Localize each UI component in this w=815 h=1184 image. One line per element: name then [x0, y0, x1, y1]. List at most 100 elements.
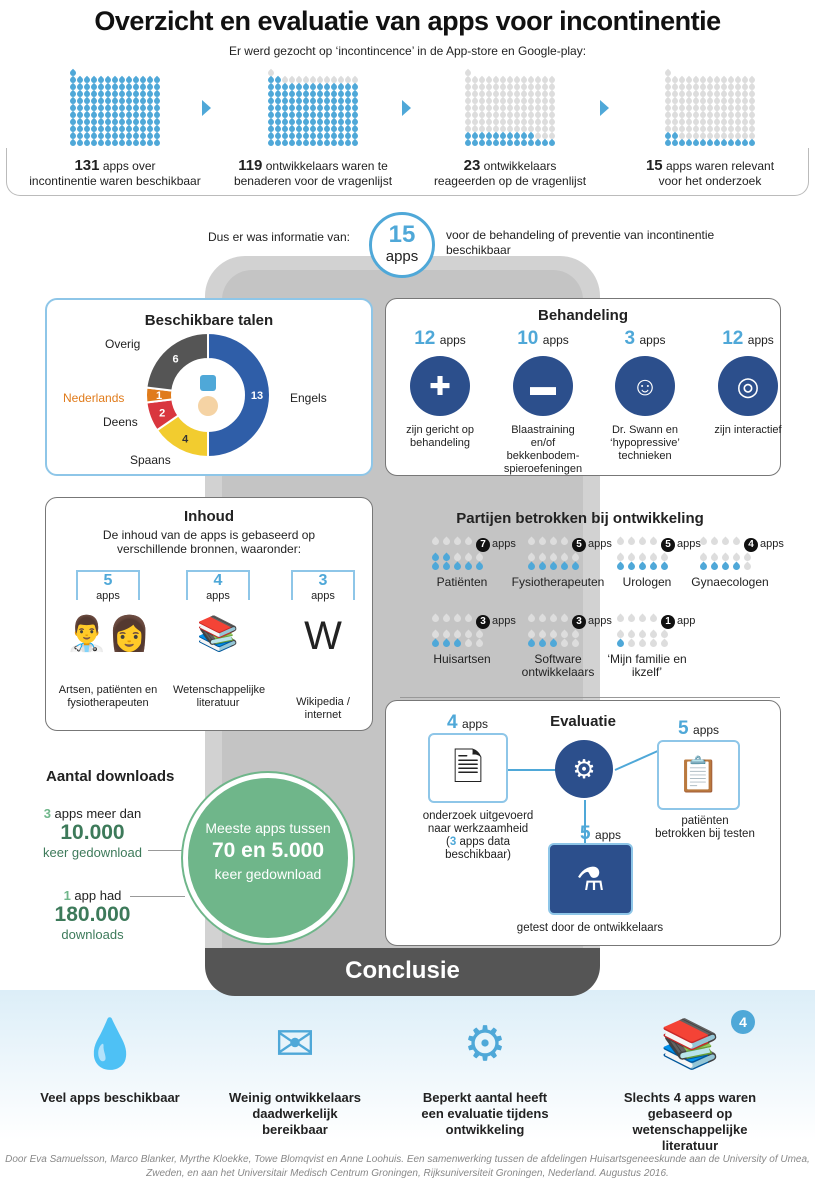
donut-slice-overig	[145, 331, 209, 392]
drop-icon	[350, 96, 360, 106]
conclusie-item: ✉ Weinig ontwikkelaars daadwerkelijk bere…	[225, 1000, 365, 1138]
count-badge: 1	[661, 615, 675, 629]
conclusie-item: 📚 4 Slechts 4 apps waren gebaseerd op wete…	[610, 1000, 770, 1154]
drop-icon	[350, 110, 360, 120]
drop-icon	[266, 68, 276, 78]
drop-icon	[350, 75, 360, 85]
summary-circle: 15 apps	[369, 212, 435, 278]
funnel-stat: 131 apps over incontinentie waren beschik…	[29, 157, 201, 188]
donut-value: 2	[159, 407, 165, 419]
drop-icon	[452, 536, 463, 547]
donut-value: 4	[182, 433, 189, 445]
drop-icon	[648, 561, 659, 572]
drop-grid	[266, 68, 360, 148]
first-aid-kit-icon: ✚	[410, 356, 470, 416]
downloads-b: 1 app had 180.000 downloads	[54, 888, 131, 942]
evaluatie-item-1: onderzoek uitgevoerd naar werkzaamheid (3…	[422, 810, 534, 861]
page-title: Overzicht en evaluatie van apps voor inc…	[94, 6, 721, 36]
drop-icon	[559, 638, 570, 649]
donut-label: Overig	[105, 337, 140, 351]
drop-icon	[430, 536, 441, 547]
drop-icon	[731, 536, 742, 547]
donut-label: Deens	[103, 415, 138, 429]
drop-icon	[152, 138, 162, 148]
drop-icon	[350, 89, 360, 99]
drop-icon	[698, 561, 709, 572]
drop-icon	[626, 536, 637, 547]
drop-icon	[441, 638, 452, 649]
behandeling-item: 12 apps ✚ zijn gericht op behandeling	[406, 328, 474, 449]
inhoud-title: Inhoud	[184, 508, 234, 525]
drop-icon	[152, 89, 162, 99]
drop-icon	[463, 613, 474, 624]
drop-icon	[350, 138, 360, 148]
document-magnifier-icon: 🗎	[428, 733, 508, 803]
drop-icon	[698, 536, 709, 547]
drop-icon	[747, 110, 757, 120]
drop-icon	[350, 124, 360, 134]
drop-icon	[742, 561, 753, 572]
partij-item: 3 apps Huisartsen	[422, 613, 517, 666]
doctors-icon: 👨‍⚕️👩	[65, 615, 151, 653]
drop-icon	[547, 75, 557, 85]
drop-grid	[463, 68, 557, 148]
drop-icon	[709, 536, 720, 547]
downloads-a: 3 apps meer dan 10.000 keer gedownload	[42, 806, 143, 860]
partij-item: 1 app ‘Mijn familie en ikzelf’	[607, 613, 696, 679]
count-badge: 4	[731, 1010, 755, 1034]
arrow-right-icon	[600, 100, 609, 116]
drop-icon	[663, 68, 673, 78]
drop-icon	[648, 638, 659, 649]
envelope-question-icon: ✉	[274, 1018, 316, 1071]
behandeling-item: 10 apps ▬ Blaastraining en/of bekkenbode…	[503, 328, 583, 475]
drop-icon	[659, 638, 670, 649]
footer-credits: Door Eva Samuelsson, Marco Blanker, Myrt…	[5, 1154, 810, 1179]
drop-icon	[731, 561, 742, 572]
wikipedia-icon: W	[304, 614, 342, 658]
inhoud-intro: De inhoud van de apps is gebaseerd op ve…	[102, 528, 316, 556]
baby-icon	[198, 396, 218, 416]
partij-item: 5 apps Fysiotherapeuten	[511, 536, 612, 589]
drop-icon	[537, 613, 548, 624]
drop-icon	[152, 75, 162, 85]
drop-icon	[547, 124, 557, 134]
donut-label: Spaans	[130, 453, 171, 467]
drop-icon	[152, 103, 162, 113]
subtitle: Er werd gezocht op ‘incontincence’ in de…	[228, 44, 587, 58]
books-icon: 📚	[196, 615, 240, 653]
drop-icon	[526, 613, 537, 624]
drop-icon	[474, 561, 485, 572]
drop-icon	[637, 638, 648, 649]
drop-icon	[547, 82, 557, 92]
drop-icon	[152, 117, 162, 127]
drop-icon	[463, 561, 474, 572]
conclusie-item: ⚙ Beperkt aantal heeft een evaluatie tijd…	[415, 1000, 555, 1138]
drop-app-icon	[200, 375, 216, 391]
drop-icon	[720, 536, 731, 547]
drop-icon	[68, 68, 78, 78]
inhoud-item: 5 apps 👨‍⚕️👩 Artsen, patiënten en fysioth…	[53, 570, 163, 710]
drop-icon	[615, 638, 626, 649]
drop-icon	[659, 561, 670, 572]
person-exercise-icon: ☺	[615, 356, 675, 416]
drop-icon	[747, 138, 757, 148]
drop-icon	[350, 131, 360, 141]
drop-icon	[547, 89, 557, 99]
behandeling-title: Behandeling	[537, 307, 628, 324]
drop-icon	[547, 131, 557, 141]
drop-icon	[626, 561, 637, 572]
evaluatie-title: Evaluatie	[550, 713, 616, 730]
summary-unit: apps	[385, 248, 419, 265]
drop-icon	[537, 536, 548, 547]
drop-icon	[637, 536, 648, 547]
conclusie-title: Conclusie	[205, 948, 600, 996]
conclusie-item: 💧 Veel apps beschikbaar	[40, 1000, 180, 1106]
count-badge: 7	[476, 538, 490, 552]
gear-search-icon: ⚙	[555, 740, 613, 798]
drop-icon	[626, 638, 637, 649]
drop-icon	[350, 117, 360, 127]
conclusie-background	[0, 990, 815, 1140]
drop-icon	[547, 103, 557, 113]
drop-grid	[663, 68, 757, 148]
drop-icon	[474, 638, 485, 649]
